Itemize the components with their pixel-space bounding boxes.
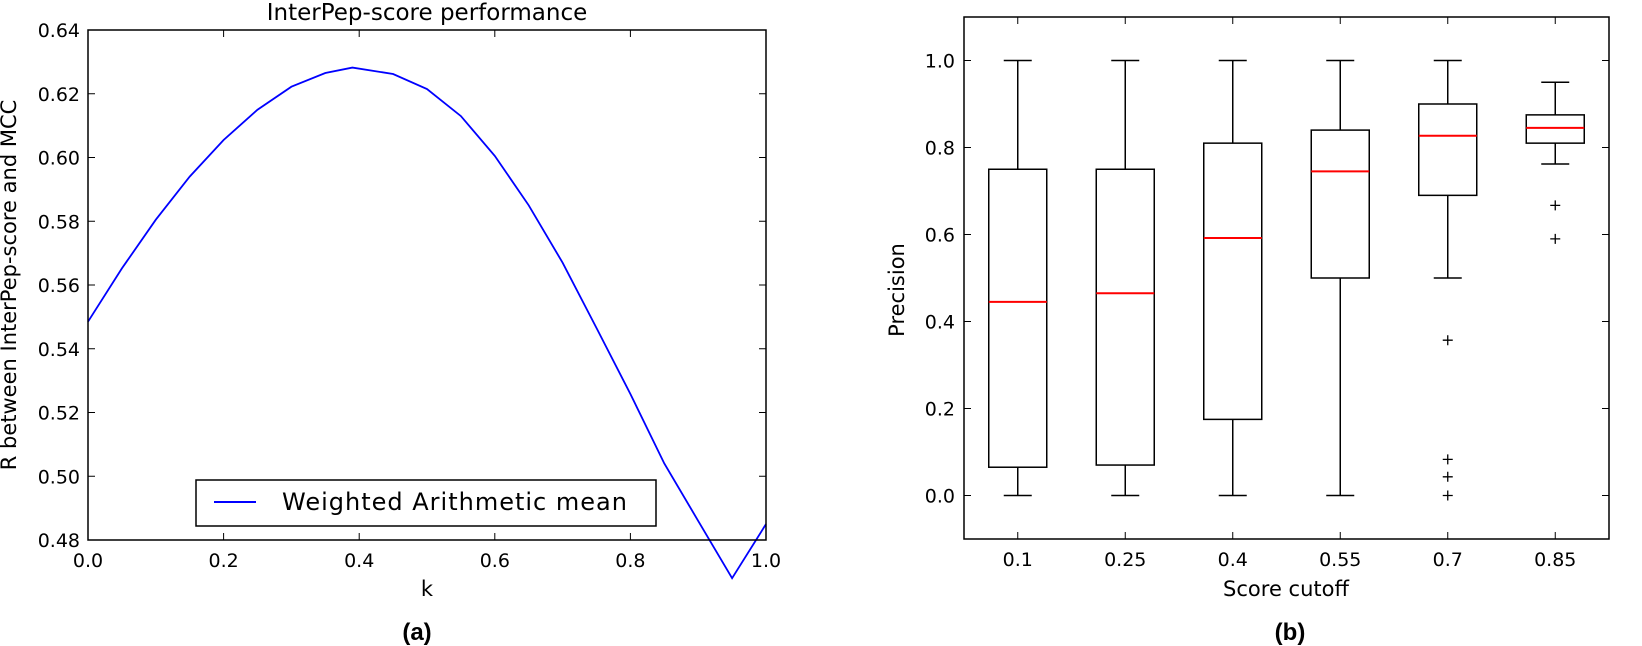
legend-box	[195, 479, 657, 527]
panel-label-b: (b)	[1275, 619, 1306, 646]
box-iqr	[988, 168, 1048, 468]
box-0.4	[1203, 59, 1263, 497]
chart-b-x-ticks: 0.1 0.25 0.4 0.55 0.7 0.85	[1003, 17, 1576, 571]
box-iqr	[1095, 168, 1155, 466]
x-tick-label: 0.25	[1104, 549, 1146, 571]
x-tick-label: 0.2	[208, 550, 238, 572]
chart-b-y-ticks: 0.0 0.2 0.4 0.6 0.8 1.0	[925, 51, 1609, 508]
y-tick-label: 0.62	[38, 84, 80, 106]
x-tick-label: 0.55	[1319, 549, 1361, 571]
box-iqr	[1203, 142, 1263, 421]
chart-b-y-axis-label: Precision	[885, 243, 909, 337]
box-0.55	[1310, 59, 1370, 497]
x-tick-label: 0.85	[1534, 549, 1576, 571]
outlier-point	[1442, 454, 1453, 465]
outlier-point	[1550, 200, 1561, 211]
chart-a-legend: Weighted Arithmetic mean	[195, 479, 657, 527]
y-tick-label: 0.8	[925, 138, 955, 160]
outlier-point	[1442, 490, 1453, 501]
box-iqr	[1310, 129, 1370, 279]
y-tick-label: 0.6	[925, 225, 955, 247]
y-tick-label: 1.0	[925, 51, 955, 73]
chart-a: InterPep-score performance 0.0 0.2 0.4 0.6 0…	[0, 0, 781, 646]
panel-label-a: (a)	[402, 619, 431, 646]
chart-a-x-ticks: 0.0 0.2 0.4 0.6 0.8 1.0	[73, 30, 781, 572]
box-0.7	[1418, 59, 1478, 501]
outlier-point	[1550, 233, 1561, 244]
x-tick-label: 0.6	[480, 550, 510, 572]
chart-b-frame	[963, 16, 1610, 540]
y-tick-label: 0.58	[38, 211, 80, 233]
chart-b: 0.1 0.25 0.4 0.55 0.7 0.85 0.0 0.2 0.4 0.6 0.8 1.0…	[885, 16, 1610, 646]
x-tick-label: 0.4	[1218, 549, 1248, 571]
chart-a-x-axis-label: k	[421, 577, 434, 601]
outlier-point	[1442, 471, 1453, 482]
box-0.1	[988, 59, 1048, 497]
box-iqr	[1525, 114, 1585, 144]
chart-b-plot-area	[988, 59, 1585, 501]
box-iqr	[1418, 103, 1478, 197]
y-tick-label: 0.0	[925, 486, 955, 508]
chart-a-plot-area	[87, 66, 767, 580]
x-tick-label: 0.4	[344, 550, 374, 572]
y-tick-label: 0.56	[38, 275, 80, 297]
series-line-0	[87, 66, 767, 580]
y-tick-label: 0.50	[38, 466, 80, 488]
box-0.85	[1525, 81, 1585, 244]
chart-b-x-axis-label: Score cutoff	[1223, 577, 1349, 601]
x-tick-label: 0.0	[73, 550, 103, 572]
y-tick-label: 0.64	[38, 20, 80, 42]
y-tick-label: 0.52	[38, 403, 80, 425]
box-0.25	[1095, 59, 1155, 497]
y-tick-label: 0.54	[38, 339, 80, 361]
y-tick-label: 0.4	[925, 312, 955, 334]
y-tick-label: 0.60	[38, 148, 80, 170]
x-tick-label: 0.1	[1003, 549, 1033, 571]
y-tick-label: 0.48	[38, 530, 80, 552]
x-tick-label: 0.7	[1433, 549, 1463, 571]
legend-entry-label: Weighted Arithmetic mean	[282, 488, 628, 516]
x-tick-label: 0.8	[615, 550, 645, 572]
x-tick-label: 1.0	[751, 550, 781, 572]
y-tick-label: 0.2	[925, 399, 955, 421]
chart-a-y-axis-label: R between InterPep-score and MCC	[0, 100, 21, 471]
outlier-point	[1442, 335, 1453, 346]
chart-a-title: InterPep-score performance	[267, 0, 588, 26]
chart-a-y-ticks: 0.48 0.50 0.52 0.54 0.56 0.58 0.60 0.62 0.64	[38, 20, 766, 552]
